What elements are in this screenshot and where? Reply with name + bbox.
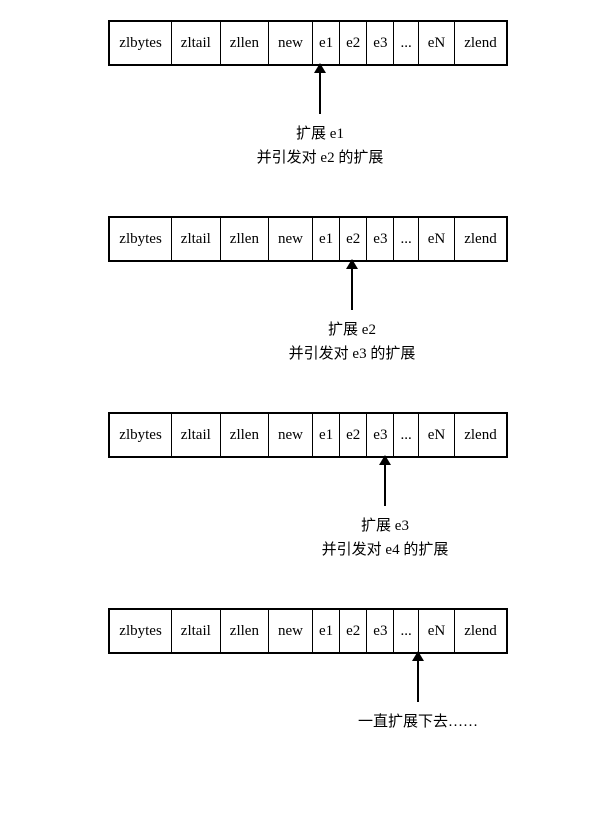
diagram-section-2: zlbytes zltail zllen new e1 e2 e3 ... eN… [20,216,596,262]
cell-eN: eN [419,414,456,456]
cell-e2: e2 [340,22,367,64]
cell-eN: eN [419,22,456,64]
cell-dots: ... [394,414,418,456]
cell-eN: eN [419,610,456,652]
arrow-icon [351,260,353,310]
caption-line1: 一直扩展下去…… [358,710,478,734]
cell-dots: ... [394,610,418,652]
cell-zlend: zlend [455,218,505,260]
cell-zlbytes: zlbytes [110,414,172,456]
cell-e3: e3 [367,610,394,652]
arrow-annotation: 扩展 e2 并引发对 e3 的扩展 [202,260,502,366]
cell-e1: e1 [313,22,340,64]
cell-dots: ... [394,22,418,64]
cell-new: new [269,22,313,64]
cell-e3: e3 [367,218,394,260]
cell-e1: e1 [313,610,340,652]
cell-e3: e3 [367,414,394,456]
arrow-icon [417,652,419,702]
arrow-annotation: 一直扩展下去…… [268,652,568,734]
cell-new: new [269,414,313,456]
arrow-annotation: 扩展 e1 并引发对 e2 的扩展 [170,64,470,170]
diagram-section-4: zlbytes zltail zllen new e1 e2 e3 ... eN… [20,608,596,654]
cell-e2: e2 [340,218,367,260]
cell-zltail: zltail [172,414,221,456]
caption-line2: 并引发对 e4 的扩展 [322,538,449,562]
arrow-icon [384,456,386,506]
cell-new: new [269,610,313,652]
cell-zllen: zllen [221,610,269,652]
caption-line2: 并引发对 e3 的扩展 [289,342,416,366]
cell-zlend: zlend [455,22,505,64]
caption-text: 扩展 e1 并引发对 e2 的扩展 [257,122,384,170]
caption-text: 一直扩展下去…… [358,710,478,734]
cell-zlbytes: zlbytes [110,22,172,64]
cell-zltail: zltail [172,610,221,652]
cell-new: new [269,218,313,260]
cell-eN: eN [419,218,456,260]
arrow-annotation: 扩展 e3 并引发对 e4 的扩展 [235,456,535,562]
cell-dots: ... [394,218,418,260]
cell-e2: e2 [340,610,367,652]
cell-e3: e3 [367,22,394,64]
cell-e1: e1 [313,218,340,260]
cell-e1: e1 [313,414,340,456]
cell-zltail: zltail [172,22,221,64]
diagram-section-3: zlbytes zltail zllen new e1 e2 e3 ... eN… [20,412,596,458]
diagram-section-1: zlbytes zltail zllen new e1 e2 e3 ... eN… [20,20,596,66]
ziplist-row: zlbytes zltail zllen new e1 e2 e3 ... eN… [108,20,507,66]
caption-line2: 并引发对 e2 的扩展 [257,146,384,170]
arrow-icon [319,64,321,114]
cell-zllen: zllen [221,414,269,456]
ziplist-row: zlbytes zltail zllen new e1 e2 e3 ... eN… [108,412,507,458]
ziplist-row: zlbytes zltail zllen new e1 e2 e3 ... eN… [108,608,507,654]
caption-line1: 扩展 e3 [322,514,449,538]
caption-line1: 扩展 e2 [289,318,416,342]
cell-zltail: zltail [172,218,221,260]
cell-zllen: zllen [221,22,269,64]
cell-zlend: zlend [455,414,505,456]
caption-line1: 扩展 e1 [257,122,384,146]
caption-text: 扩展 e3 并引发对 e4 的扩展 [322,514,449,562]
ziplist-row: zlbytes zltail zllen new e1 e2 e3 ... eN… [108,216,507,262]
cell-zlbytes: zlbytes [110,218,172,260]
cell-zllen: zllen [221,218,269,260]
cell-e2: e2 [340,414,367,456]
cell-zlbytes: zlbytes [110,610,172,652]
cell-zlend: zlend [455,610,505,652]
caption-text: 扩展 e2 并引发对 e3 的扩展 [289,318,416,366]
